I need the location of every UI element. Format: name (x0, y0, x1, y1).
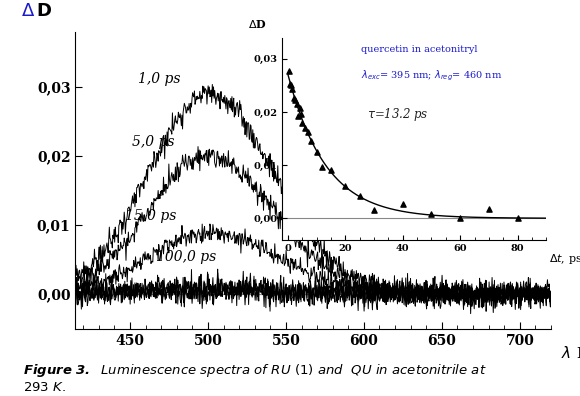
Text: 100,0 ps: 100,0 ps (157, 250, 217, 264)
Text: 1,0 ps: 1,0 ps (138, 72, 180, 86)
Text: $\Delta$: $\Delta$ (21, 2, 35, 20)
Text: 15,0 ps: 15,0 ps (125, 209, 177, 223)
Text: 5,0 ps: 5,0 ps (132, 135, 174, 148)
Text: $\bfit{Figure\ 3.}$  $\it{Luminescence\ spectra\ of\ RU\ (1)\ and\ \ QU\ in\ ace: $\bfit{Figure\ 3.}$ $\it{Luminescence\ s… (23, 362, 487, 394)
Text: $\lambda$ НМ: $\lambda$ НМ (560, 345, 580, 361)
Text: $\mathbf{D}$: $\mathbf{D}$ (37, 2, 52, 20)
